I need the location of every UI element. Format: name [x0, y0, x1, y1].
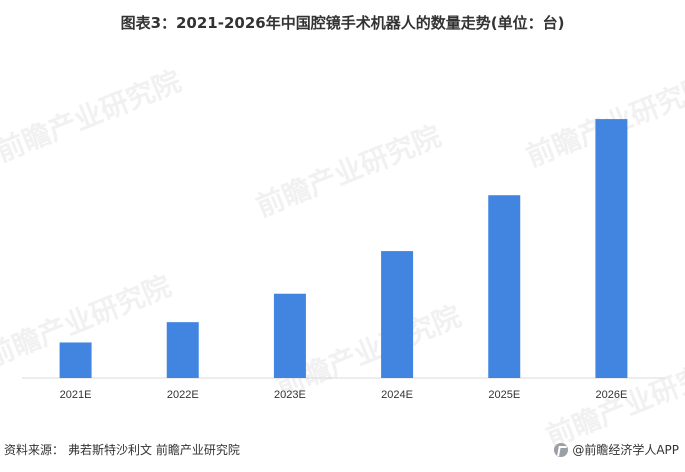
source-text: 弗若斯特沙利文 前瞻产业研究院	[68, 443, 240, 457]
x-tick-label: 2022E	[167, 389, 199, 401]
chart-title: 图表3：2021-2026年中国腔镜手术机器人的数量走势(单位：台)	[120, 14, 565, 32]
x-tick-label: 2026E	[596, 389, 628, 401]
bar-2022E	[166, 322, 199, 378]
x-tick-label: 2023E	[274, 389, 306, 401]
brand-credit: @前瞻经济学人APP	[554, 441, 679, 458]
bar-2024E	[381, 251, 414, 378]
bar-2023E	[273, 293, 306, 378]
x-tick-label: 2025E	[488, 389, 520, 401]
bar-2026E	[595, 119, 628, 379]
source-note: 资料来源： 弗若斯特沙利文 前瞻产业研究院	[4, 441, 244, 458]
x-tick-label: 2021E	[60, 389, 92, 401]
brand-text: @前瞻经济学人APP	[572, 443, 679, 457]
bar-2025E	[488, 195, 521, 378]
x-tick-labels: 2021E 2022E 2023E 2024E 2025E 2026E	[60, 389, 628, 401]
brand-logo-icon	[554, 442, 569, 457]
x-tick-label: 2024E	[381, 389, 413, 401]
source-label: 资料来源：	[4, 443, 65, 457]
bar-2021E	[59, 342, 92, 378]
bars-group	[59, 119, 628, 379]
